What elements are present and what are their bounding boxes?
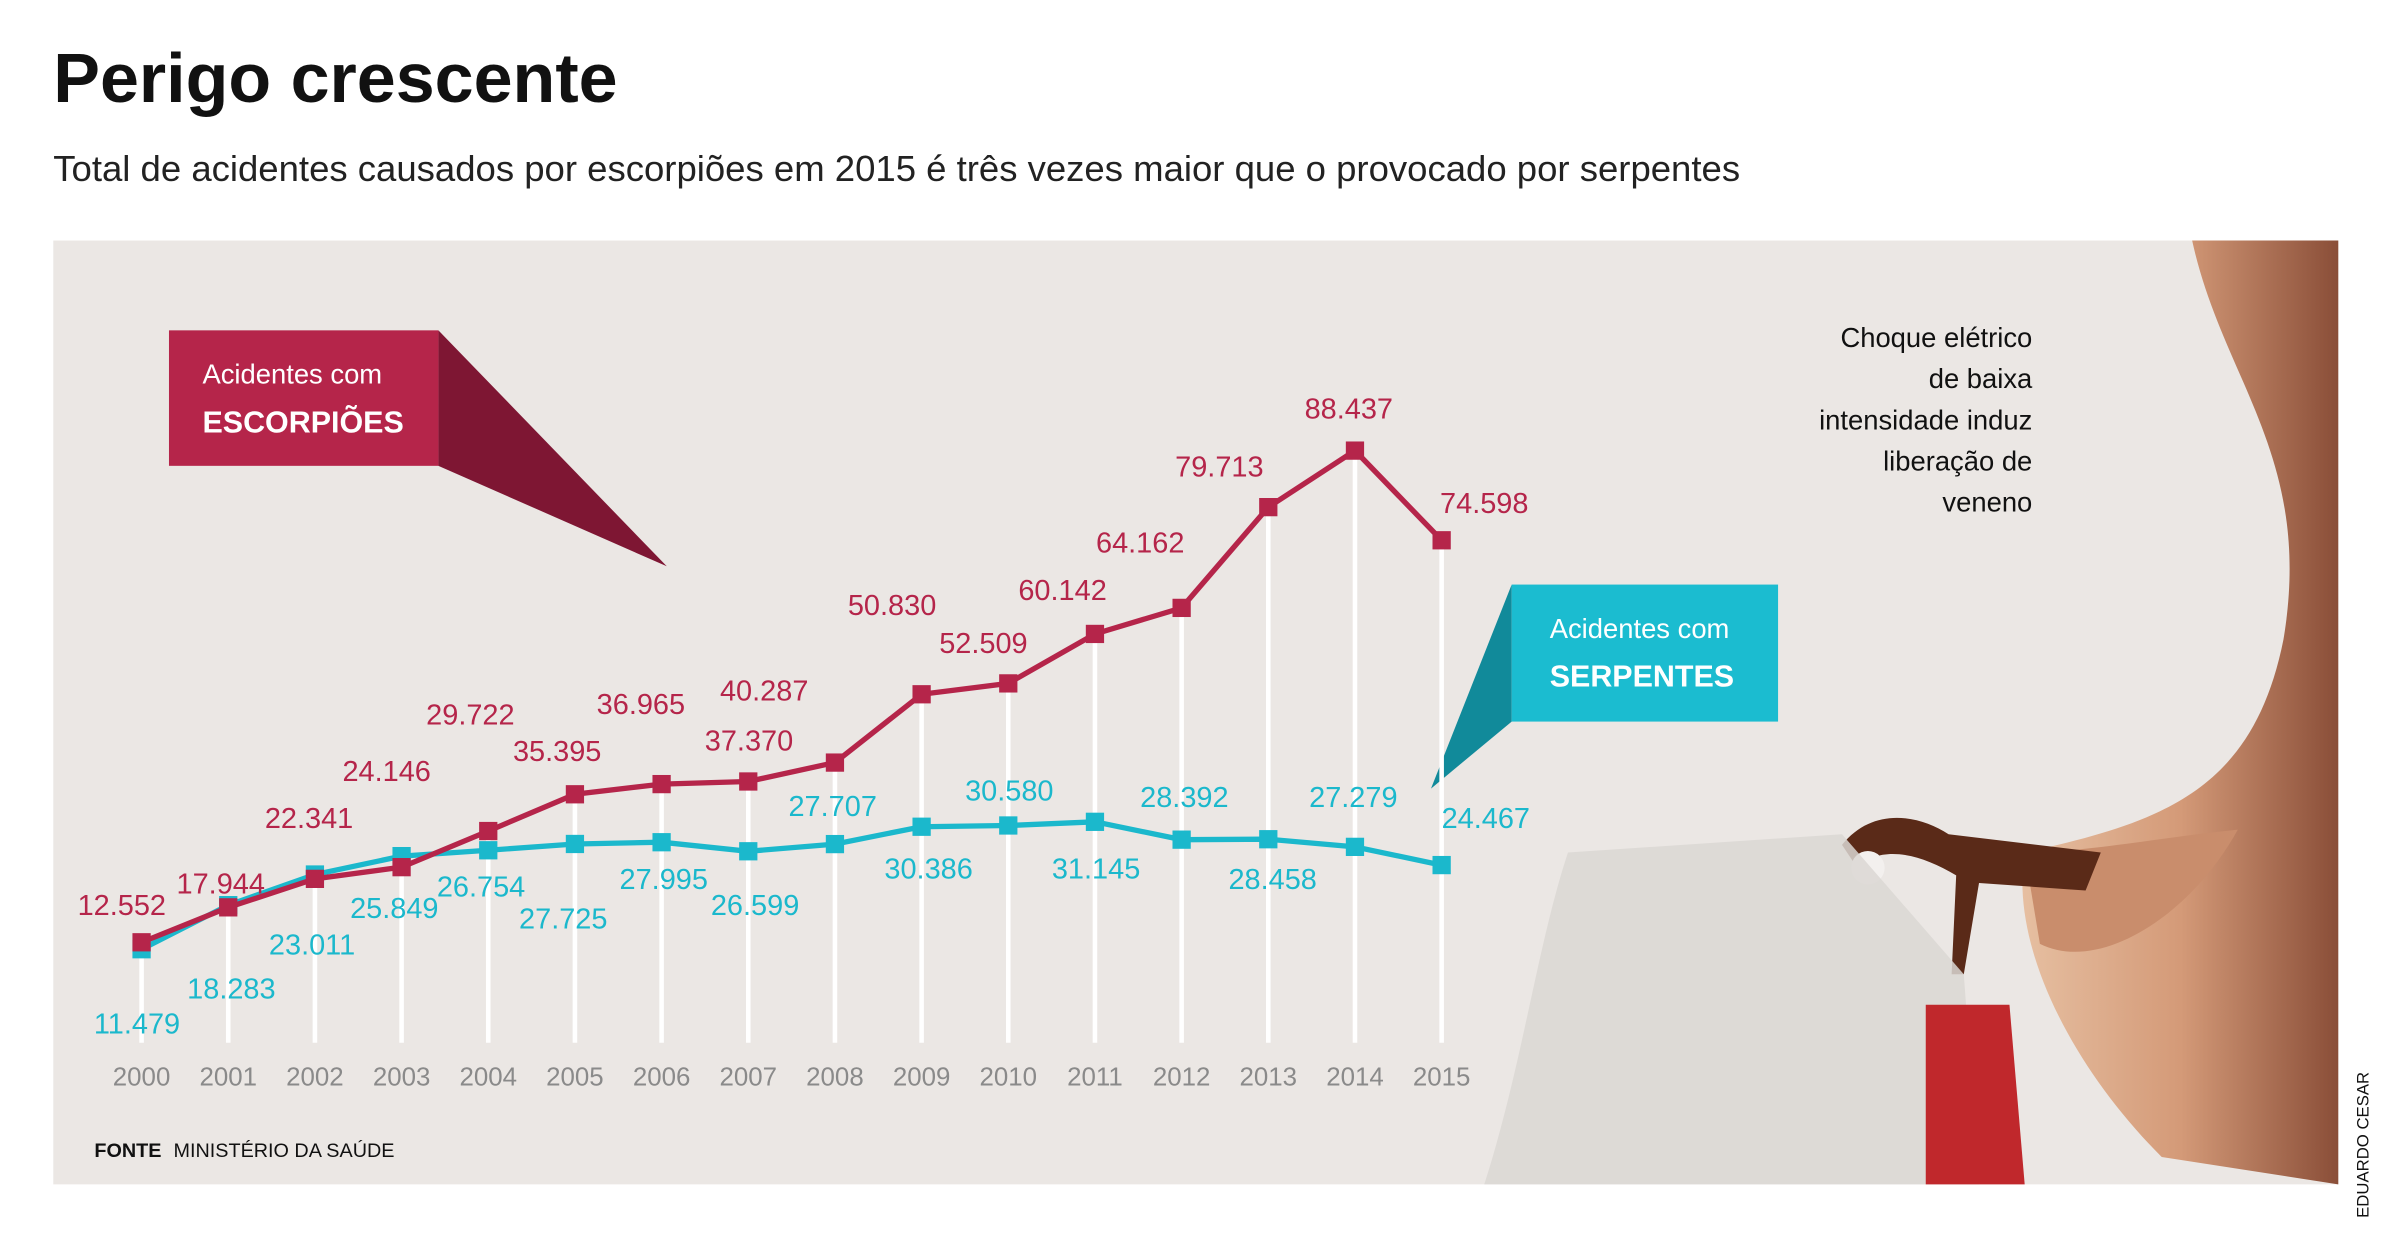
point-marker: [1432, 855, 1451, 875]
chart-subtitle: Total de acidentes causados por escorpiõ…: [53, 148, 1740, 189]
value-label: 50.830: [848, 590, 936, 622]
value-label: 23.011: [269, 929, 355, 961]
point-marker: [1172, 830, 1191, 849]
value-label: 17.944: [177, 869, 265, 901]
chart-title: Perigo crescente: [53, 39, 617, 117]
legend-prefix: Acidentes com: [1550, 613, 1730, 644]
x-tick-label: 2008: [806, 1063, 864, 1091]
point-marker: [912, 817, 931, 836]
legend-prefix: Acidentes com: [202, 359, 382, 390]
x-tick-label: 2014: [1326, 1063, 1384, 1091]
point-marker: [999, 674, 1018, 693]
value-label: 29.722: [426, 700, 514, 732]
point-marker: [479, 821, 498, 841]
legend-entry: SERPENTES: [1550, 660, 1734, 694]
value-label: 52.509: [939, 628, 1027, 660]
value-label: 11.479: [94, 1009, 180, 1041]
value-label: 88.437: [1305, 394, 1393, 426]
point-marker: [652, 833, 671, 852]
photo-caption: Choque elétrico de baixa intensidade induz…: [1819, 322, 2033, 517]
value-label: 12.552: [78, 890, 166, 922]
value-label: 24.467: [1442, 803, 1530, 835]
x-tick-label: 2004: [459, 1063, 517, 1091]
point-marker: [565, 834, 585, 854]
caption-line: veneno: [1942, 487, 2032, 518]
photo: [1484, 240, 2339, 1185]
value-label: 18.283: [187, 974, 275, 1006]
value-label: 37.370: [705, 726, 793, 758]
point-marker: [1085, 812, 1105, 831]
x-tick-label: 2011: [1067, 1063, 1123, 1091]
x-tick-label: 2000: [113, 1063, 171, 1091]
point-marker: [392, 858, 411, 877]
x-tick-label: 2007: [720, 1063, 778, 1091]
value-label: 64.162: [1096, 528, 1184, 560]
value-label: 22.341: [265, 803, 353, 835]
value-label: 28.392: [1140, 782, 1228, 814]
point-marker: [1259, 830, 1278, 849]
value-label: 79.713: [1175, 451, 1263, 483]
point-marker: [219, 898, 238, 917]
point-marker: [739, 842, 758, 861]
value-label: 30.386: [884, 853, 972, 885]
point-marker: [132, 933, 151, 952]
x-tick-label: 2010: [980, 1063, 1038, 1091]
x-tick-label: 2005: [546, 1063, 604, 1091]
x-tick-label: 2001: [199, 1063, 257, 1091]
point-marker: [1432, 531, 1451, 550]
value-label: 28.458: [1228, 864, 1316, 896]
x-tick-label: 2015: [1413, 1063, 1471, 1091]
value-label: 30.580: [965, 776, 1053, 808]
value-label: 27.995: [620, 864, 708, 896]
value-label: 25.849: [350, 893, 438, 925]
point-marker: [1172, 598, 1191, 618]
point-marker: [999, 816, 1018, 835]
point-marker: [825, 834, 845, 854]
point-marker: [1259, 498, 1278, 517]
source: MINISTÉRIO DA SAÚDE: [174, 1139, 395, 1162]
value-label: 27.707: [788, 791, 876, 823]
point-marker: [825, 753, 845, 772]
caption-line: de baixa: [1929, 363, 2033, 394]
series-line: [140, 819, 1443, 952]
caption-line: liberação de: [1883, 445, 2032, 476]
value-label: 35.395: [513, 736, 601, 768]
x-tick-label: 2013: [1240, 1063, 1298, 1091]
legend-entry: ESCORPIÕES: [202, 403, 403, 439]
x-tick-label: 2012: [1153, 1063, 1211, 1091]
point-marker: [912, 685, 931, 704]
series-line: [140, 447, 1444, 945]
value-label: 36.965: [597, 689, 685, 721]
point-marker: [305, 869, 325, 888]
snake-callout: Acidentes com SERPENTES: [1430, 584, 1779, 789]
caption-line: Choque elétrico: [1840, 322, 2032, 353]
value-label: 26.599: [711, 890, 799, 922]
credit: EDUARDO CESAR: [2354, 1072, 2373, 1218]
value-label: 31.145: [1052, 853, 1140, 885]
value-label: 24.146: [342, 756, 430, 788]
x-tick-label: 2009: [893, 1063, 951, 1091]
point-marker: [1345, 837, 1365, 856]
value-label: 27.279: [1309, 782, 1397, 814]
x-tick-label: 2002: [286, 1063, 344, 1091]
point-marker: [479, 841, 498, 860]
point-marker: [565, 785, 585, 804]
value-label: 26.754: [437, 872, 525, 904]
source-label: FONTE: [94, 1140, 161, 1162]
caption-line: intensidade induz: [1819, 404, 2032, 435]
x-tick-label: 2003: [373, 1063, 431, 1091]
point-marker: [1085, 624, 1105, 644]
point-marker: [652, 774, 671, 794]
value-label: 40.287: [720, 675, 808, 707]
value-label: 60.142: [1018, 575, 1106, 607]
x-tick-label: 2006: [633, 1063, 691, 1091]
value-label: 74.598: [1440, 488, 1528, 520]
value-label: 27.725: [519, 904, 607, 936]
point-marker: [1345, 441, 1365, 460]
point-marker: [739, 772, 758, 791]
